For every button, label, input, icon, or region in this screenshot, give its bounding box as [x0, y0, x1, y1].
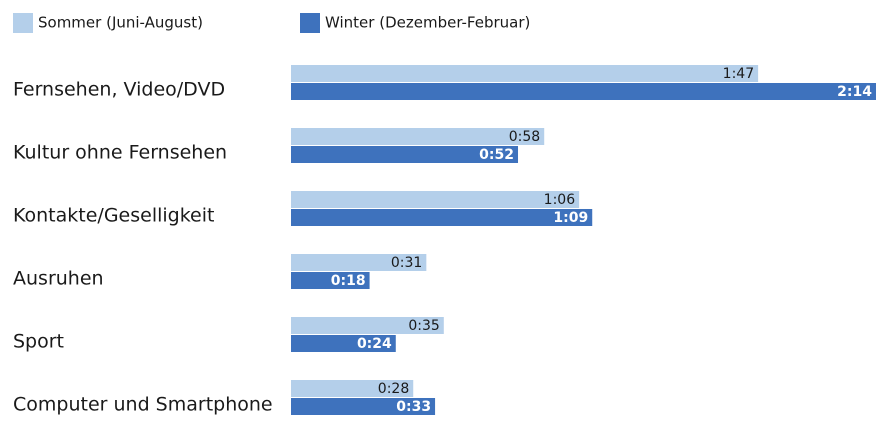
bar — [291, 146, 519, 163]
value-label: 1:47 — [723, 66, 754, 82]
bar — [291, 254, 427, 271]
legend-label: Winter (Dezember-Februar) — [325, 14, 530, 32]
category-label: Ausruhen — [13, 268, 104, 290]
value-label: 0:31 — [391, 255, 422, 271]
legend-label: Sommer (Juni-August) — [38, 14, 203, 32]
value-label: 0:58 — [509, 129, 540, 145]
bar — [291, 398, 436, 415]
value-label: 0:52 — [479, 147, 514, 163]
bar — [291, 317, 444, 334]
bar — [291, 191, 580, 208]
value-label: 1:06 — [544, 192, 576, 208]
value-label: 0:18 — [331, 273, 366, 289]
legend-swatch — [300, 13, 320, 33]
category-label: Kultur ohne Fernsehen — [13, 142, 227, 164]
bar — [291, 65, 759, 82]
category-label: Kontakte/Geselligkeit — [13, 205, 214, 227]
value-label: 0:28 — [378, 381, 409, 397]
value-label: 2:14 — [837, 84, 872, 100]
bar — [291, 335, 396, 352]
value-label: 0:33 — [396, 399, 431, 415]
value-label: 0:35 — [408, 318, 439, 334]
value-label: 1:09 — [553, 210, 588, 226]
bar — [291, 380, 414, 397]
bar — [291, 272, 370, 289]
bar — [291, 83, 876, 100]
bar — [291, 209, 593, 226]
category-label: Computer und Smartphone — [13, 394, 273, 416]
category-label: Sport — [13, 331, 64, 353]
legend-swatch — [13, 13, 33, 33]
bar — [291, 128, 545, 145]
value-label: 0:24 — [357, 336, 392, 352]
category-label: Fernsehen, Video/DVD — [13, 79, 225, 101]
